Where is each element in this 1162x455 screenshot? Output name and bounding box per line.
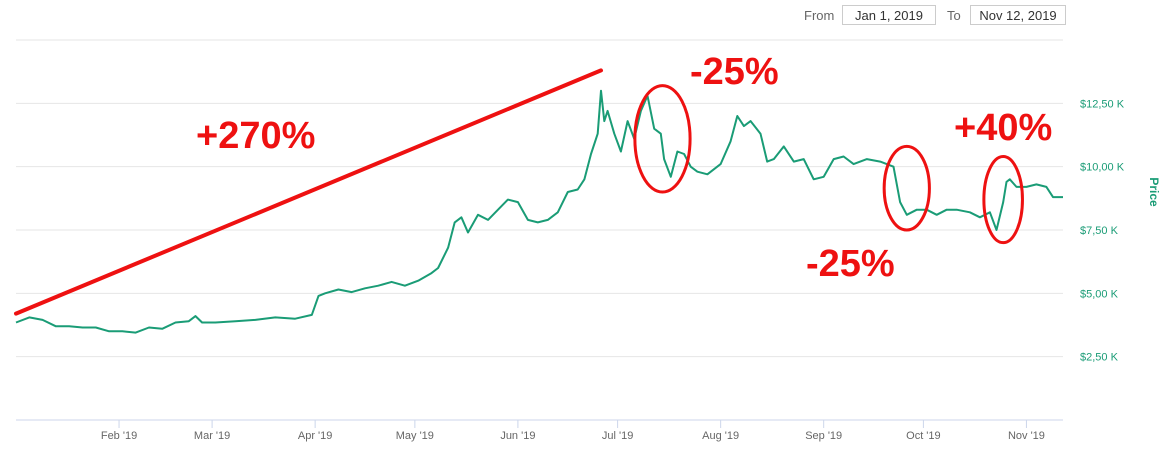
from-label: From	[804, 8, 835, 23]
y-axis-label: Price	[1147, 177, 1161, 207]
y-tick-label: $2,50 K	[1080, 352, 1119, 364]
x-axis: Feb '19 Mar '19 Apr '19 May '19 Jun '19 Jul '…	[16, 419, 1063, 442]
x-tick-label: Apr '19	[298, 430, 333, 442]
x-tick-label: Jul '19	[602, 430, 633, 442]
annotation-label: +40%	[954, 107, 1052, 149]
price-series-line	[15, 89, 1063, 334]
y-tick-label: $12,50 K	[1080, 98, 1125, 110]
x-tick-label: Aug '19	[702, 430, 739, 442]
annotation-label: +270%	[196, 115, 315, 157]
x-tick-label: Mar '19	[194, 430, 230, 442]
annotation-label: -25%	[806, 243, 895, 285]
x-tick-label: Nov '19	[1008, 430, 1045, 442]
x-tick-label: Jun '19	[500, 430, 535, 442]
annotation-label: -25%	[690, 51, 779, 93]
trend-line-annotation	[14, 68, 603, 316]
y-tick-label: $5,00 K	[1080, 288, 1119, 300]
x-tick-label: May '19	[396, 430, 434, 442]
y-tick-label: $10,00 K	[1080, 162, 1125, 174]
to-date-input[interactable]: Nov 12, 2019	[970, 5, 1066, 25]
circle-annotation	[982, 155, 1024, 245]
x-tick-label: Oct '19	[906, 430, 941, 442]
to-label: To	[947, 8, 961, 23]
from-date-input[interactable]: Jan 1, 2019	[842, 5, 936, 25]
grid	[16, 39, 1063, 358]
circle-annotation	[633, 84, 692, 194]
x-tick-label: Sep '19	[805, 430, 842, 442]
annotations: +270% -25% -25% +40%	[14, 51, 1052, 316]
date-range-selector: From Jan 1, 2019 To Nov 12, 2019	[0, 5, 1162, 27]
series	[15, 89, 1063, 334]
y-axis: $2,50 K $5,00 K $7,50 K $10,00 K $12,50 K	[1080, 98, 1125, 363]
x-tick-label: Feb '19	[101, 430, 137, 442]
circle-annotation	[882, 144, 931, 232]
y-tick-label: $7,50 K	[1080, 225, 1119, 237]
